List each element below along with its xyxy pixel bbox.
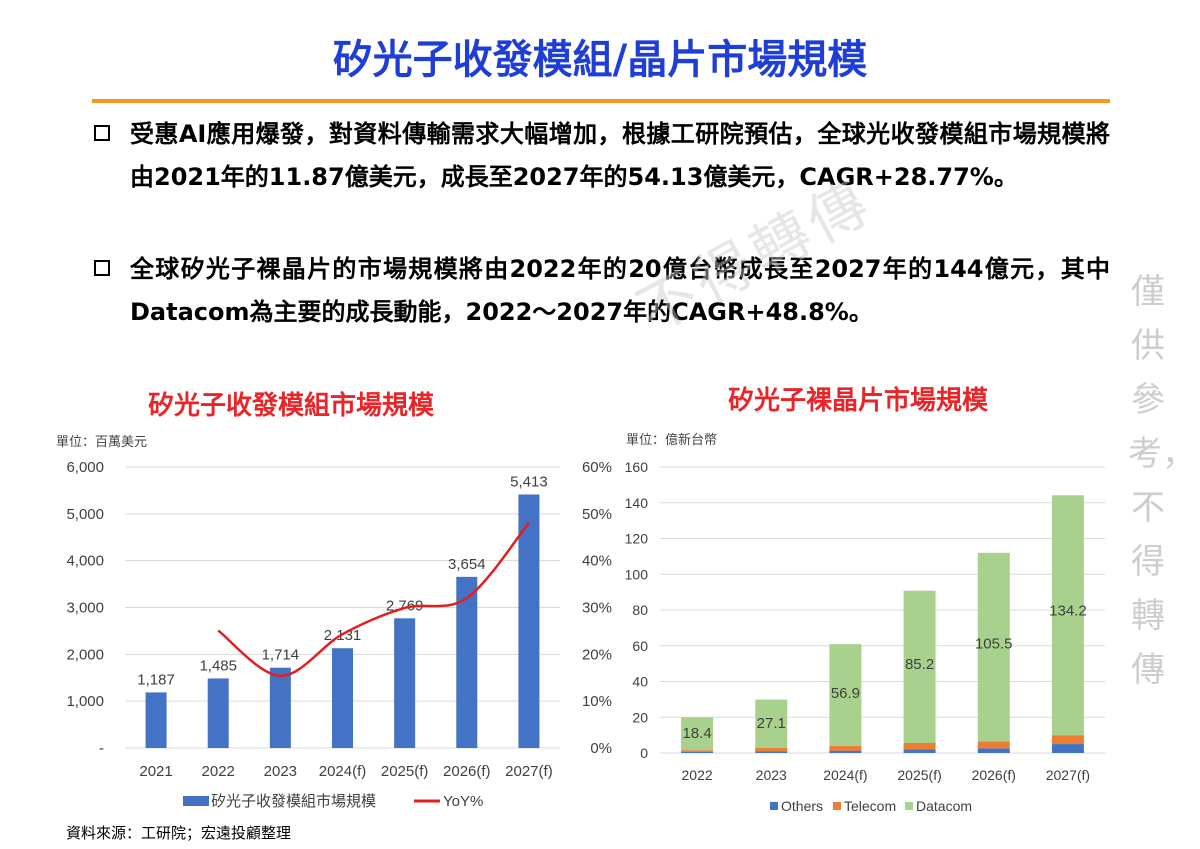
x-tick-label: 2022 [202, 763, 235, 780]
bar-data-label: 105.5 [975, 635, 1013, 652]
legend-label: Datacom [916, 798, 972, 814]
y-tick-label: 80 [632, 602, 648, 618]
bar [145, 692, 167, 748]
y-tick-label: 40 [632, 674, 648, 690]
legend-swatch [770, 802, 778, 810]
bar [394, 618, 416, 748]
stacked-bar-segment [903, 590, 936, 743]
bar-data-label: 1,485 [199, 657, 237, 674]
x-tick-label: 2023 [756, 767, 787, 783]
chart1-unit-note: 單位：百萬美元 [56, 435, 148, 450]
y2-tick-label: 10% [582, 693, 612, 710]
x-tick-label: 2021 [139, 763, 172, 780]
y-tick-label: 5,000 [66, 506, 104, 523]
y-tick-label: 140 [625, 495, 649, 511]
x-tick-label: 2022 [682, 767, 713, 783]
y2-tick-label: 60% [582, 459, 612, 476]
bar-data-label: 1,714 [262, 647, 300, 664]
bar [332, 648, 353, 748]
x-tick-label: 2024(f) [823, 767, 867, 783]
stacked-bar-segment [681, 751, 714, 753]
y-tick-label: 120 [625, 531, 649, 547]
stacked-bar-segment [829, 745, 862, 751]
slide-title: 矽光子收發模組/晶片市場規模 [332, 37, 868, 83]
bar-data-label: 2,131 [324, 627, 362, 644]
y-tick-label: 6,000 [66, 459, 104, 476]
bullet-1-text: 受惠AI應用爆發，對資料傳輸需求大幅增加，根據工研院預估，全球光收發模組市場規模… [130, 120, 1110, 191]
x-tick-label: 2027(f) [1046, 767, 1090, 783]
bar [207, 678, 229, 748]
bar-data-label: 56.9 [831, 685, 860, 702]
legend-label: Telecom [844, 798, 896, 814]
y-tick-label: - [99, 740, 104, 757]
chart2-chip-market: 0 20 40 60 80 100 120 140 160 18.4 2022 27.1 2023 56.… [625, 459, 1105, 814]
stacked-bar-segment [1051, 744, 1084, 753]
stacked-bar-segment [755, 747, 788, 752]
x-tick-label: 2027(f) [505, 763, 553, 780]
bar-data-label: 27.1 [757, 715, 786, 732]
stacked-bar-segment [977, 552, 1010, 742]
bar-data-label: 85.2 [905, 656, 934, 673]
bar-data-label: 5,413 [510, 473, 548, 490]
y-tick-label: 0 [640, 745, 648, 761]
x-tick-label: 2025(f) [381, 763, 429, 780]
legend-label: Others [781, 798, 823, 814]
y-tick-label: 160 [625, 459, 649, 475]
x-tick-label: 2026(f) [443, 763, 491, 780]
legend-swatch [833, 802, 841, 810]
y-tick-label: 20 [632, 709, 648, 725]
stacked-bar-segment [977, 741, 1010, 749]
stacked-bar-segment [903, 742, 936, 750]
bar [269, 667, 291, 748]
bar [456, 576, 478, 748]
y2-tick-label: 40% [582, 553, 612, 570]
x-tick-label: 2026(f) [972, 767, 1016, 783]
checkbox-square-icon [94, 260, 110, 276]
stacked-bar-segment [903, 749, 936, 753]
bar-data-label: 18.4 [682, 725, 711, 742]
chart2-heading: 矽光子裸晶片市場規模 [728, 386, 989, 416]
legend-label-line: YoY% [443, 793, 483, 810]
y-tick-label: 2,000 [66, 646, 104, 663]
x-tick-label: 2024(f) [319, 763, 367, 780]
bullet-2-text: 全球矽光子裸晶片的市場規模將由2022年的20億台幣成長至2027年的144億元… [130, 255, 1110, 326]
source-note: 資料來源：工研院；宏遠投顧整理 [66, 824, 292, 842]
bar-data-label: 3,654 [448, 556, 486, 573]
title-underline [92, 99, 1110, 103]
checkbox-square-icon [94, 125, 110, 141]
stacked-bar-segment [755, 751, 788, 753]
legend-swatch-bar [183, 796, 209, 806]
x-tick-label: 2023 [264, 763, 297, 780]
y-tick-label: 100 [625, 566, 649, 582]
legend-label-bar: 矽光子收發模組市場規模 [211, 793, 376, 810]
y2-tick-label: 0% [590, 740, 612, 757]
stacked-bar-segment [681, 750, 714, 752]
stacked-bar-segment [755, 699, 788, 748]
chart2-unit-note: 單位：億新台幣 [626, 433, 718, 448]
stacked-bar-segment [1051, 495, 1084, 736]
y-tick-label: 1,000 [66, 693, 104, 710]
bar-data-label: 134.2 [1049, 602, 1087, 619]
chart1-module-market: - 1,000 2,000 3,000 4,000 5,000 6,000 0% 10% 20% 3… [66, 459, 612, 810]
bar-data-label: 1,187 [137, 671, 175, 688]
y2-tick-label: 20% [582, 646, 612, 663]
stacked-bar-segment [681, 717, 714, 751]
y-tick-label: 4,000 [66, 553, 104, 570]
y2-tick-label: 50% [582, 506, 612, 523]
stacked-bar-segment [977, 748, 1010, 753]
legend-swatch [905, 802, 913, 810]
stacked-bar-segment [829, 750, 862, 753]
y2-tick-label: 30% [582, 600, 612, 617]
stacked-bar-segment [829, 644, 862, 746]
x-tick-label: 2025(f) [897, 767, 941, 783]
bar [518, 494, 540, 748]
chart1-heading: 矽光子收發模組市場規模 [148, 391, 435, 421]
y-tick-label: 60 [632, 638, 648, 654]
stacked-bar-segment [1051, 735, 1084, 745]
y-tick-label: 3,000 [66, 600, 104, 617]
yoy-series-line [217, 521, 530, 678]
